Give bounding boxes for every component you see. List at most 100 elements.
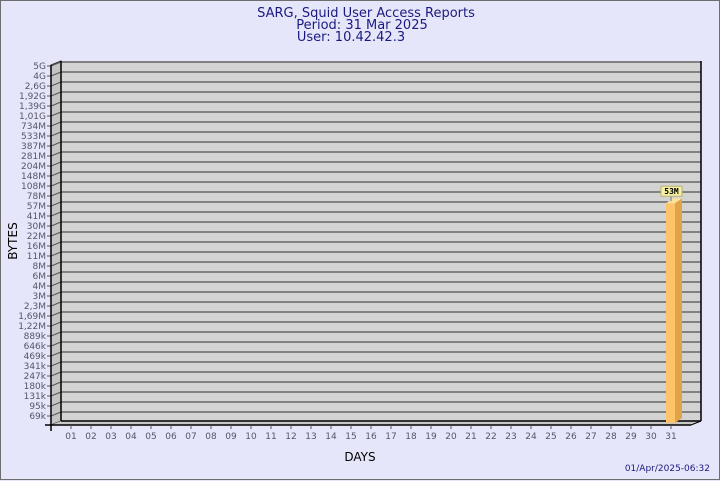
x-tick-label: 02	[85, 432, 96, 442]
y-tick-depth	[50, 91, 62, 97]
y-tick-depth	[50, 301, 62, 307]
x-tick-label: 28	[605, 432, 617, 442]
y-tick-depth	[50, 141, 62, 147]
y-tick-label: 1,01G	[19, 112, 46, 122]
x-tick-label: 30	[645, 432, 657, 442]
y-tick-label: 95k	[29, 402, 46, 412]
data-label-box	[660, 185, 683, 197]
y-tick-depth	[50, 111, 62, 117]
y-tick-depth	[50, 271, 62, 277]
x-tick-label: 18	[405, 432, 417, 442]
chart-title: SARG, Squid User Access Reports	[257, 6, 475, 21]
y-tick-depth	[50, 411, 62, 417]
y-tick-label: 1,39G	[19, 102, 46, 112]
y-tick-depth	[50, 361, 62, 367]
y-tick-label: 131k	[24, 392, 47, 402]
y-tick-label: 387M	[21, 142, 46, 152]
y-tick-label: 148M	[21, 172, 46, 182]
x-tick-label: 10	[245, 432, 257, 442]
y-tick-label: 16M	[27, 242, 46, 252]
y-tick-label: 1,69M	[18, 312, 46, 322]
y-tick-label: 30M	[27, 222, 46, 232]
x-tick-label: 31	[665, 432, 676, 442]
x-tick-label: 04	[125, 432, 137, 442]
y-tick-label: 57M	[27, 202, 46, 212]
y-tick-depth	[50, 131, 62, 137]
bar-top-day-31	[666, 198, 682, 204]
y-tick-depth	[50, 211, 62, 217]
y-tick-depth	[50, 381, 62, 387]
plot-back-wall	[61, 61, 701, 421]
x-tick-label: 13	[305, 432, 316, 442]
data-label-day-31: 53M	[664, 187, 679, 196]
y-tick-depth	[50, 101, 62, 107]
y-tick-depth	[50, 251, 62, 257]
y-tick-label: 2,6G	[25, 82, 46, 92]
y-tick-label: 4G	[33, 72, 46, 82]
y-tick-label: 2,3M	[24, 302, 46, 312]
y-tick-depth	[50, 331, 62, 337]
y-tick-label: 69k	[29, 412, 46, 422]
generated-timestamp: 01/Apr/2025-06:32	[625, 464, 710, 474]
x-tick-label: 16	[365, 432, 377, 442]
x-tick-label: 14	[325, 432, 337, 442]
y-tick-label: 646k	[24, 342, 47, 352]
y-tick-label: 6M	[33, 272, 47, 282]
x-tick-label: 19	[425, 432, 437, 442]
y-tick-label: 3M	[33, 292, 47, 302]
x-tick-label: 23	[505, 432, 516, 442]
y-tick-label: 247k	[24, 372, 47, 382]
y-tick-depth	[50, 321, 62, 327]
x-tick-label: 01	[65, 432, 76, 442]
y-tick-label: 1,22M	[18, 322, 46, 332]
y-tick-label: 204M	[21, 162, 46, 172]
x-tick-label: 22	[485, 432, 496, 442]
y-tick-depth	[50, 391, 62, 397]
y-tick-label: 4M	[33, 282, 47, 292]
y-tick-label: 889k	[24, 332, 47, 342]
x-tick-label: 12	[285, 432, 296, 442]
x-tick-label: 21	[465, 432, 476, 442]
x-tick-label: 25	[545, 432, 556, 442]
y-tick-depth	[50, 191, 62, 197]
y-tick-depth	[50, 371, 62, 377]
x-tick-label: 08	[205, 432, 217, 442]
y-tick-depth	[50, 311, 62, 317]
y-tick-depth	[50, 341, 62, 347]
y-tick-depth	[50, 221, 62, 227]
x-tick-label: 09	[225, 432, 237, 442]
y-tick-label: 41M	[27, 212, 46, 222]
y-tick-depth	[50, 351, 62, 357]
x-tick-label: 29	[625, 432, 637, 442]
y-tick-depth	[50, 181, 62, 187]
y-tick-depth	[50, 231, 62, 237]
y-tick-depth	[50, 161, 62, 167]
y-tick-depth	[50, 261, 62, 267]
x-tick-label: 24	[525, 432, 537, 442]
chart-user: User: 10.42.42.3	[297, 30, 405, 45]
y-tick-label: 281M	[21, 152, 46, 162]
y-tick-label: 734M	[21, 122, 46, 132]
bar-side-day-31	[675, 198, 682, 423]
y-tick-label: 11M	[27, 252, 46, 262]
y-tick-depth	[50, 171, 62, 177]
y-tick-label: 8M	[33, 262, 47, 272]
bar-front-day-31	[666, 203, 675, 423]
y-tick-depth	[50, 61, 62, 67]
y-tick-depth	[50, 401, 62, 407]
chart-period: Period: 31 Mar 2025	[296, 18, 427, 33]
x-tick-label: 06	[165, 432, 177, 442]
x-tick-label: 17	[385, 432, 396, 442]
x-tick-label: 03	[105, 432, 116, 442]
y-tick-label: 108M	[21, 182, 46, 192]
x-tick-label: 20	[445, 432, 457, 442]
x-tick-label: 27	[585, 432, 596, 442]
y-tick-label: 22M	[27, 232, 46, 242]
y-axis-label: BYTES	[6, 222, 20, 259]
y-tick-depth	[50, 281, 62, 287]
y-tick-label: 1,92G	[19, 92, 46, 102]
y-tick-label: 5G	[33, 62, 46, 72]
y-tick-depth	[50, 71, 62, 77]
